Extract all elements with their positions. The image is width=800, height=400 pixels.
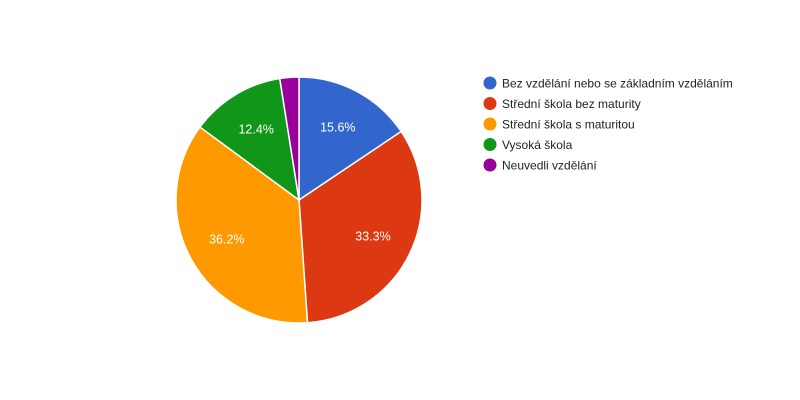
pie-slice-3[interactable] — [198, 77, 301, 202]
pie-slice-4[interactable] — [278, 76, 300, 201]
legend-label: Střední škola bez maturity — [502, 97, 641, 111]
legend-item[interactable]: Střední škola s maturitou — [483, 117, 635, 132]
legend: Bez vzdělání nebo se základním vzděláním… — [483, 76, 733, 173]
legend-swatch — [483, 158, 497, 172]
pie-percent-labels: 15.6% 33.3% 36.2% 12.4% — [209, 120, 391, 246]
legend-swatch — [483, 117, 497, 131]
legend-label: Vysoká škola — [502, 138, 573, 152]
legend-label: Střední škola s maturitou — [502, 118, 635, 132]
pie-slice-1[interactable] — [298, 130, 423, 324]
pie-slices — [175, 76, 423, 324]
legend-swatch — [483, 76, 497, 90]
pie-percent-label: 36.2% — [209, 233, 244, 247]
pie-slice-2[interactable] — [175, 126, 309, 324]
legend-swatch — [483, 138, 497, 151]
legend-swatch — [483, 97, 497, 110]
pie-percent-label: 12.4% — [238, 123, 273, 137]
legend-label: Bez vzdělání nebo se základním vzděláním — [502, 77, 733, 91]
pie-percent-label: 33.3% — [355, 229, 390, 243]
legend-item[interactable]: Bez vzdělání nebo se základním vzděláním — [483, 76, 733, 91]
legend-item[interactable]: Neuvedli vzdělání — [483, 158, 598, 173]
legend-item[interactable]: Střední škola bez maturity — [483, 97, 641, 111]
legend-label: Neuvedli vzdělání — [502, 159, 597, 173]
legend-item[interactable]: Vysoká škola — [483, 138, 573, 152]
pie-slice-0[interactable] — [298, 76, 403, 202]
pie-percent-label: 15.6% — [320, 120, 355, 134]
